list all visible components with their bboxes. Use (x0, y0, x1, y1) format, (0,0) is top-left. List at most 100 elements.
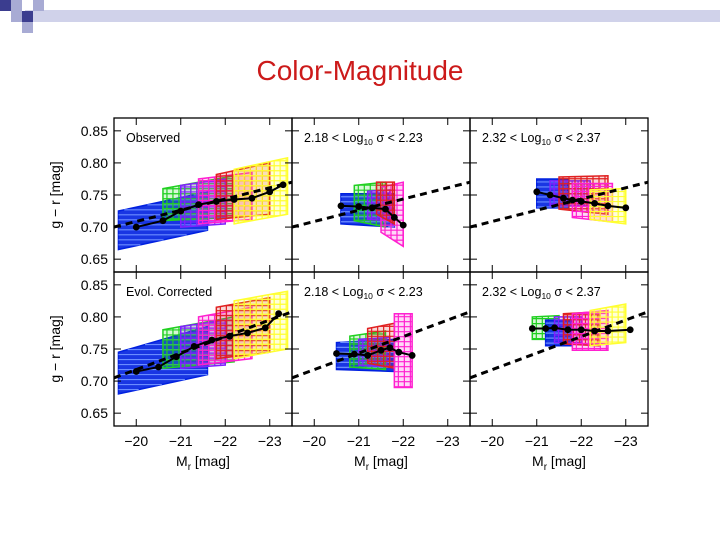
panel-label-part: 10 (541, 137, 551, 147)
panel-label: 2.32 < Log10 σ < 2.37 (482, 131, 601, 147)
x-axis-label-unit: [mag] (369, 453, 408, 469)
data-point (195, 201, 202, 209)
data-point (266, 188, 274, 196)
x-tick-label: −20 (302, 433, 326, 449)
data-point (382, 205, 389, 213)
data-point (226, 332, 234, 340)
data-point (546, 191, 554, 199)
data-point (364, 352, 372, 359)
data-point (333, 350, 340, 357)
x-axis-label: Mr [mag] (176, 453, 230, 473)
y-tick-label: 0.80 (81, 309, 108, 325)
panel-label-part: 10 (363, 137, 373, 147)
panel-label-part: σ < 2.37 (551, 285, 601, 299)
data-point (190, 343, 198, 350)
data-point (248, 194, 256, 202)
panel-evol-corrected-sigma-high (470, 303, 648, 380)
decor-square-light (11, 0, 22, 11)
data-point (261, 324, 269, 332)
panel-label: 2.18 < Log10 σ < 2.23 (304, 285, 423, 301)
data-point (568, 196, 576, 204)
panel-label: 2.18 < Log10 σ < 2.23 (304, 131, 423, 147)
x-axis-label-sub: r (366, 462, 370, 473)
y-tick-label: 0.85 (81, 123, 108, 139)
data-point (368, 204, 376, 212)
panel-label-part: σ < 2.23 (373, 131, 423, 145)
data-point (528, 325, 536, 332)
y-tick-label: 0.65 (81, 251, 108, 267)
y-tick-label: 0.65 (81, 405, 108, 421)
y-tick-label: 0.85 (81, 277, 108, 293)
data-point (350, 350, 358, 358)
data-point (577, 326, 585, 334)
data-point (604, 202, 612, 210)
x-tick-label: −20 (480, 433, 504, 449)
data-point (212, 198, 220, 205)
x-tick-label: −22 (569, 433, 593, 449)
data-point (230, 196, 238, 203)
panel-label: Evol. Corrected (126, 285, 212, 299)
data-point (395, 348, 403, 356)
data-point (337, 202, 345, 210)
panel-label-part: 2.18 < Log (304, 285, 363, 299)
data-point (172, 353, 180, 361)
panel-label-part: σ < 2.37 (551, 131, 601, 145)
x-tick-label: −20 (124, 433, 148, 449)
y-tick-label: 0.80 (81, 155, 108, 171)
panel-observed-sigma-low (292, 180, 470, 248)
panel-label-part: Evol. Corrected (126, 285, 212, 299)
data-point (275, 310, 283, 318)
x-tick-label: −23 (436, 433, 460, 449)
data-point (399, 221, 407, 229)
data-point (551, 324, 558, 332)
x-axis-label-main: M (354, 453, 366, 469)
data-point (604, 327, 612, 335)
x-axis-label-main: M (532, 453, 544, 469)
data-point (177, 207, 185, 215)
panel-observed-sigma-high (470, 174, 648, 229)
band-fill (589, 303, 627, 347)
x-tick-label: −21 (169, 433, 193, 449)
panel-evol-corrected-all (114, 290, 292, 395)
data-point (386, 344, 394, 352)
x-tick-label: −23 (614, 433, 638, 449)
panel-observed-all (114, 156, 292, 251)
panel-evol-corrected-sigma-low (292, 310, 470, 389)
y-axis-label: g − r [mag] (47, 315, 63, 382)
decor-square-dark (0, 0, 11, 11)
data-point (408, 352, 416, 359)
band-yellow (233, 156, 289, 225)
data-point (626, 326, 634, 334)
panel-label: 2.32 < Log10 σ < 2.37 (482, 285, 601, 301)
data-point (564, 326, 572, 334)
ridge-line (114, 180, 292, 229)
ridge-line (292, 180, 470, 229)
y-tick-label: 0.75 (81, 187, 108, 203)
x-tick-label: −22 (213, 433, 237, 449)
y-tick-label: 0.70 (81, 373, 108, 389)
data-point (355, 203, 363, 210)
data-point (155, 363, 162, 371)
x-axis-label-unit: [mag] (191, 453, 230, 469)
data-point (542, 325, 550, 332)
color-magnitude-figure: Observed 0.65 0.70 0.75 0.80 0.85 g − r [mag] 2… (47, 117, 649, 473)
x-tick-label: −21 (347, 433, 371, 449)
slide-decoration (0, 0, 720, 33)
data-point (208, 336, 216, 344)
data-point (244, 329, 251, 337)
data-point (577, 198, 585, 205)
data-point (591, 199, 598, 207)
decor-square-dark (22, 11, 33, 22)
panel-label-part: 2.32 < Log (482, 131, 541, 145)
panel-label-part: 10 (363, 291, 373, 301)
data-point (591, 327, 598, 335)
data-point (622, 204, 630, 212)
y-tick-label: 0.75 (81, 341, 108, 357)
panel-label: Observed (126, 131, 180, 145)
data-point (533, 188, 541, 196)
decor-square-light (11, 11, 22, 22)
band-red (366, 322, 396, 370)
decor-square-light (22, 22, 33, 33)
y-axis-label: g − r [mag] (47, 161, 63, 228)
ridge-line (470, 180, 648, 229)
